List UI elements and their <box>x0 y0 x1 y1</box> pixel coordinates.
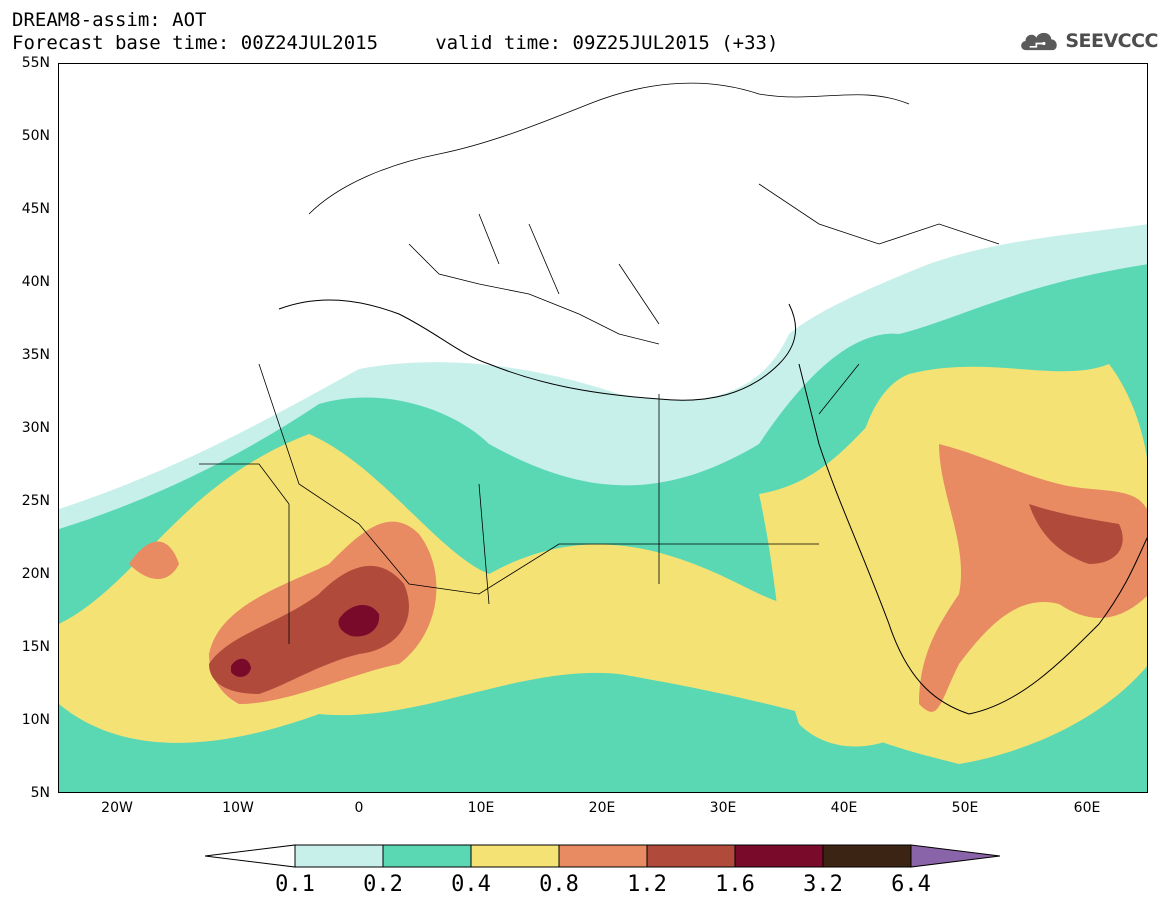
colorbar-level: 1.2 <box>627 872 667 897</box>
lat-label: 50N <box>21 128 50 144</box>
lon-label: 60E <box>1073 800 1101 816</box>
forecast-time-label: Forecast base time: 00Z24JUL2015 valid t… <box>12 32 779 54</box>
colorbar-bin-2 <box>382 844 472 868</box>
seevccc-logo: SEEVCCC <box>1018 24 1158 58</box>
lon-label: 0 <box>354 800 364 816</box>
lat-label: 30N <box>21 420 50 436</box>
lat-label: 5N <box>30 785 50 801</box>
lon-label: 30E <box>709 800 737 816</box>
colorbar-bin-4 <box>558 844 648 868</box>
cloud-icon <box>1021 32 1057 51</box>
map-title: DREAM8-assim: AOT <box>12 9 207 31</box>
colorbar-level: 0.8 <box>539 872 579 897</box>
colorbar-bin-7 <box>822 844 912 868</box>
logo-text: SEEVCCC <box>1065 30 1158 52</box>
lat-label: 45N <box>21 201 50 217</box>
aot-contour-0-8-west <box>129 541 179 579</box>
colorbar <box>204 843 1001 875</box>
colorbar-high-arrow <box>910 844 1001 868</box>
lon-label: 20W <box>101 800 133 816</box>
lat-label: 25N <box>21 493 50 509</box>
colorbar-level: 3.2 <box>803 872 843 897</box>
coastline <box>278 299 1147 715</box>
aot-max-mali <box>338 604 380 637</box>
country-borders <box>199 363 860 644</box>
colorbar-level: 0.1 <box>275 872 315 897</box>
colorbar-low-arrow <box>204 844 296 868</box>
lat-label: 55N <box>21 55 50 71</box>
aot-contour-0-8-gulf <box>919 444 1147 712</box>
colorbar-level: 6.4 <box>891 872 931 897</box>
aot-contour-0-4-b <box>759 414 961 747</box>
colorbar-svg <box>204 844 1001 868</box>
aot-contour-1-2 <box>209 565 409 694</box>
lat-label: 40N <box>21 274 50 290</box>
lon-label: 20E <box>588 800 616 816</box>
lon-label: 10W <box>222 800 254 816</box>
colorbar-bin-6 <box>734 844 824 868</box>
aot-max-guinea <box>231 658 251 677</box>
lat-label: 20N <box>21 566 50 582</box>
colorbar-bin-1 <box>294 844 384 868</box>
colorbar-level: 0.2 <box>363 872 403 897</box>
aot-contour-1-2-oman <box>1029 504 1123 564</box>
colorbar-level: 1.6 <box>715 872 755 897</box>
lat-label: 10N <box>21 712 50 728</box>
aot-map <box>58 63 1148 793</box>
lat-label: 15N <box>21 639 50 655</box>
colorbar-bin-3 <box>470 844 560 868</box>
colorbar-bin-5 <box>646 844 736 868</box>
lon-label: 40E <box>830 800 858 816</box>
colorbar-level: 0.4 <box>451 872 491 897</box>
aot-field <box>59 82 1147 792</box>
lat-label: 35N <box>21 347 50 363</box>
lon-label: 10E <box>467 800 495 816</box>
lon-label: 50E <box>951 800 979 816</box>
europe-outline <box>308 82 1000 345</box>
